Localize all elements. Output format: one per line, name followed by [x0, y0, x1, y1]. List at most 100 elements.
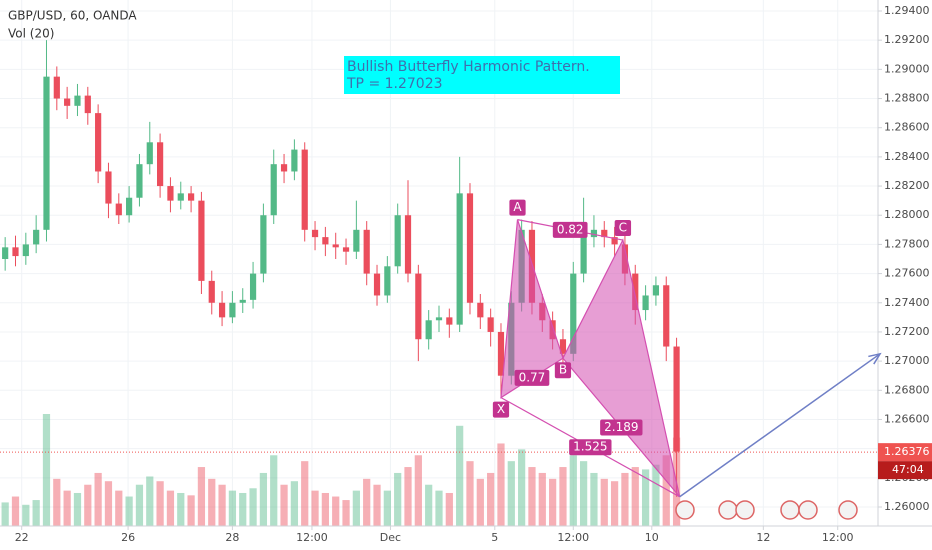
volume-bar: [332, 496, 340, 526]
volume-bar: [156, 481, 164, 526]
candle-body: [673, 346, 680, 452]
candle-body: [280, 164, 288, 172]
volume-bar: [363, 478, 371, 526]
volume-bar: [559, 467, 567, 526]
candle-body: [291, 149, 298, 172]
countdown-box: [878, 461, 932, 480]
volume-bar: [104, 481, 113, 526]
x-tick-label: 26: [121, 531, 135, 544]
volume-bar: [11, 496, 20, 526]
y-tick-label: 1.27200: [884, 325, 930, 338]
candle-body: [95, 113, 102, 172]
candle-body: [33, 229, 40, 245]
volume-bar: [94, 472, 102, 526]
candle-body: [570, 273, 577, 354]
volume-bar: [662, 455, 670, 526]
volume-bar: [435, 490, 443, 526]
ratio-label-box: [569, 439, 612, 456]
volume-bar: [197, 467, 206, 526]
annotation-box: [344, 56, 620, 94]
candle-body: [394, 215, 401, 267]
volume-bar: [342, 500, 350, 526]
candle-body: [64, 98, 71, 106]
pattern-triangle: [562, 238, 681, 498]
volume-bar: [301, 461, 309, 526]
x-tick-label: 12:00: [822, 531, 854, 544]
ratio-label-text: 2.189: [604, 420, 638, 434]
pattern-point-label-text: C: [619, 221, 627, 235]
ratio-label-box: [514, 369, 550, 386]
y-tick-label: 1.28000: [884, 208, 930, 221]
candle-body: [435, 317, 443, 321]
volume-bar: [166, 490, 175, 526]
volume-bar: [487, 472, 495, 526]
event-flag: [675, 500, 695, 520]
pattern-point-label: X: [492, 401, 510, 418]
volume-bar: [228, 490, 237, 526]
volume-bar: [63, 490, 71, 526]
candle-body: [157, 142, 164, 187]
pattern-point-label-text: B: [559, 363, 567, 377]
volume-bar: [641, 469, 650, 526]
candle-body: [663, 285, 670, 347]
pattern-point-label-text: X: [497, 402, 505, 416]
arrow-head: [868, 352, 882, 365]
candle-body: [601, 229, 608, 238]
volume-bar: [383, 490, 391, 526]
candle-body: [208, 280, 215, 303]
volume-bar: [456, 425, 464, 526]
candle-body: [373, 273, 381, 296]
ratio-label: 0.82: [552, 221, 588, 238]
volume-bar: [466, 461, 474, 526]
volume-bar: [600, 478, 608, 526]
volume-bar: [652, 464, 660, 526]
volume-bar: [549, 478, 557, 526]
event-flag: [718, 500, 738, 520]
candle-body: [136, 164, 143, 198]
volume-bar: [259, 472, 268, 526]
x-tick-label: 5: [491, 531, 498, 544]
pattern-point-label-box: [554, 362, 572, 379]
countdown-label: 47:04: [892, 463, 924, 476]
y-tick-label: 1.29000: [884, 62, 930, 75]
volume-bar: [445, 492, 453, 526]
candle-body: [249, 273, 257, 300]
volume-bar: [528, 467, 536, 526]
volume-bar: [569, 455, 577, 526]
candle-body: [22, 244, 29, 257]
candle-body: [590, 229, 598, 238]
y-tick-label: 1.28600: [884, 121, 930, 134]
volume-bar: [42, 414, 51, 526]
volume-bar: [239, 492, 247, 526]
candle-body: [404, 215, 412, 274]
candle-body: [580, 237, 587, 274]
ratio-label-text: 0.82: [557, 222, 584, 236]
volume-bar: [73, 492, 82, 526]
candle-body: [218, 302, 226, 318]
candle-body: [415, 273, 422, 340]
volume-bar: [115, 490, 123, 526]
x-tick-label: 10: [645, 531, 659, 544]
x-tick-label: 12:00: [557, 531, 589, 544]
volume-bar: [373, 484, 381, 526]
pattern-point-label: C: [614, 220, 632, 237]
candle-body: [487, 317, 494, 332]
candle-body: [353, 229, 360, 252]
last-price-label: 1.26376: [884, 445, 930, 458]
volume-bar: [414, 455, 422, 526]
volume-bar: [280, 484, 288, 526]
candle-body: [477, 302, 484, 318]
event-flag: [735, 500, 755, 520]
candle-body: [559, 339, 567, 354]
last-price-box: [878, 443, 932, 462]
y-tick-label: 1.28400: [884, 150, 930, 163]
candle-body: [74, 95, 81, 106]
volume-bar: [610, 481, 619, 526]
volume-bar: [425, 484, 433, 526]
volume-bar: [538, 472, 546, 526]
volume-bar: [590, 472, 598, 526]
candle-body: [456, 193, 463, 325]
candle-body: [446, 317, 453, 325]
volume-bar: [53, 478, 61, 526]
